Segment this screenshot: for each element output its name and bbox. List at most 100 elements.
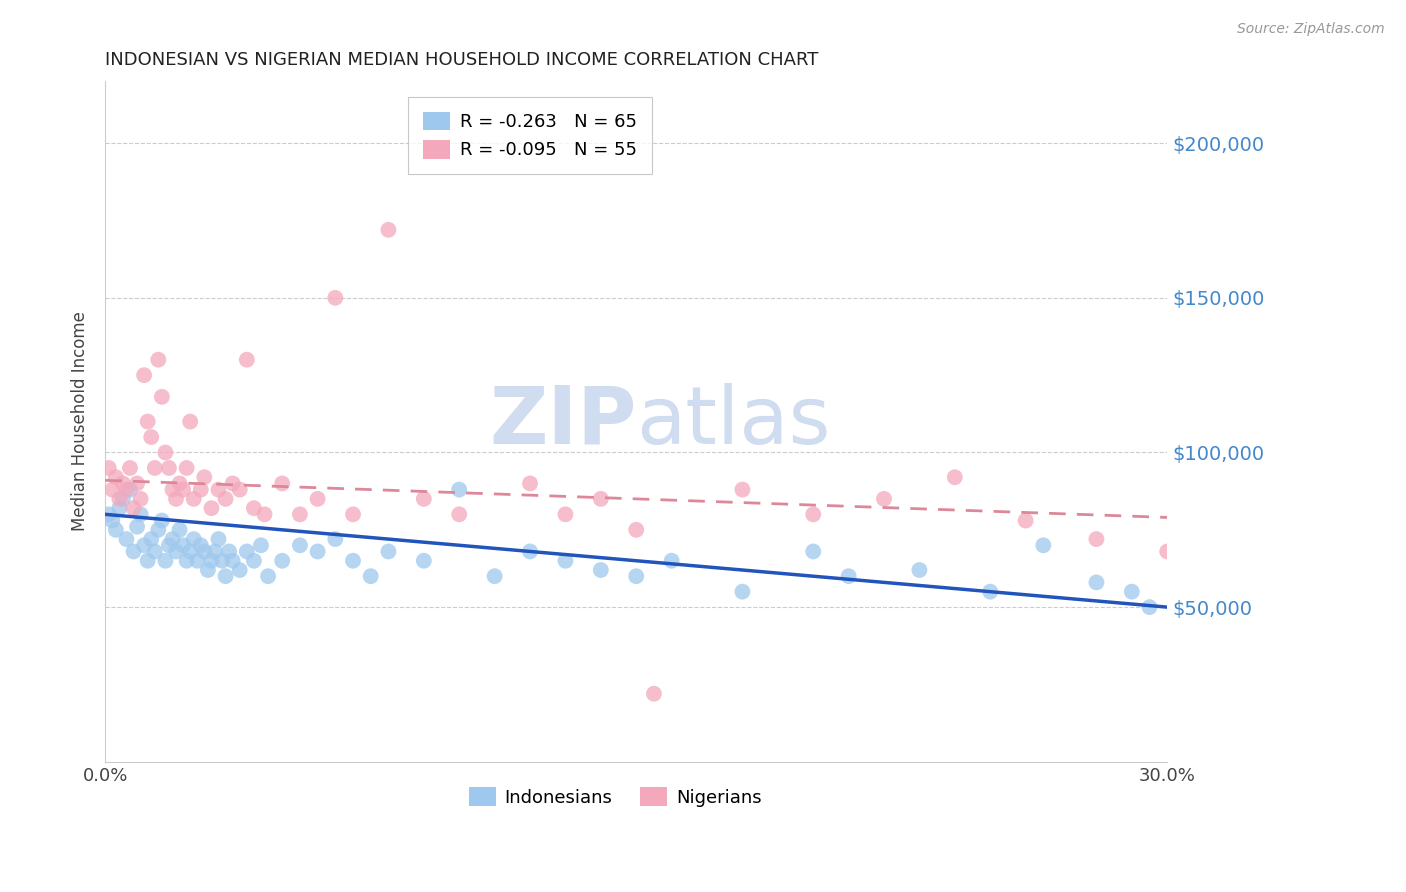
Point [122, 544, 145, 558]
Text: Source: ZipAtlas.com: Source: ZipAtlas.com [1237, 22, 1385, 37]
Point [323, 291, 346, 305]
Point [271, 554, 294, 568]
Point [186, 554, 208, 568]
Point [288, 538, 311, 552]
Point [211, 554, 233, 568]
Point [193, 544, 215, 558]
Point [169, 476, 191, 491]
Point [122, 501, 145, 516]
Point [253, 508, 276, 522]
Point [101, 514, 124, 528]
Point [104, 470, 127, 484]
Point [162, 483, 184, 497]
Point [190, 483, 212, 497]
Point [236, 352, 259, 367]
Point [204, 544, 226, 558]
Point [111, 476, 134, 491]
Point [207, 483, 229, 497]
Point [200, 554, 222, 568]
Point [129, 508, 152, 522]
Text: atlas: atlas [637, 383, 831, 460]
Point [221, 554, 243, 568]
Point [104, 523, 127, 537]
Point [129, 491, 152, 506]
Point [200, 501, 222, 516]
Point [554, 508, 576, 522]
Point [197, 563, 219, 577]
Point [115, 483, 138, 497]
Point [207, 532, 229, 546]
Point [97, 508, 120, 522]
Point [838, 569, 860, 583]
Point [193, 470, 215, 484]
Point [125, 476, 148, 491]
Point [190, 538, 212, 552]
Point [519, 476, 541, 491]
Point [519, 544, 541, 558]
Point [141, 532, 163, 546]
Point [342, 554, 364, 568]
Point [157, 538, 180, 552]
Point [908, 563, 931, 577]
Point [221, 476, 243, 491]
Point [1085, 575, 1108, 590]
Point [257, 569, 280, 583]
Point [250, 538, 273, 552]
Point [150, 514, 173, 528]
Point [554, 554, 576, 568]
Point [101, 483, 124, 497]
Point [377, 223, 399, 237]
Point [218, 544, 240, 558]
Point [589, 563, 612, 577]
Point [134, 368, 156, 383]
Point [360, 569, 382, 583]
Point [162, 532, 184, 546]
Point [148, 523, 170, 537]
Point [169, 523, 191, 537]
Point [943, 470, 966, 484]
Point [307, 544, 329, 558]
Point [307, 491, 329, 506]
Point [661, 554, 683, 568]
Point [243, 501, 266, 516]
Point [183, 532, 205, 546]
Point [214, 569, 236, 583]
Point [229, 563, 252, 577]
Point [288, 508, 311, 522]
Point [150, 390, 173, 404]
Point [143, 461, 166, 475]
Point [484, 569, 506, 583]
Point [179, 415, 201, 429]
Point [801, 508, 824, 522]
Text: INDONESIAN VS NIGERIAN MEDIAN HOUSEHOLD INCOME CORRELATION CHART: INDONESIAN VS NIGERIAN MEDIAN HOUSEHOLD … [105, 51, 818, 69]
Point [236, 544, 259, 558]
Point [143, 544, 166, 558]
Point [115, 532, 138, 546]
Point [155, 554, 177, 568]
Point [183, 491, 205, 506]
Point [626, 523, 648, 537]
Point [176, 554, 198, 568]
Point [243, 554, 266, 568]
Point [271, 476, 294, 491]
Point [157, 461, 180, 475]
Point [176, 461, 198, 475]
Point [1085, 532, 1108, 546]
Point [108, 501, 131, 516]
Point [118, 483, 141, 497]
Point [643, 687, 665, 701]
Point [731, 584, 754, 599]
Point [626, 569, 648, 583]
Point [118, 461, 141, 475]
Text: ZIP: ZIP [489, 383, 637, 460]
Point [172, 483, 194, 497]
Point [172, 538, 194, 552]
Point [412, 554, 434, 568]
Point [155, 445, 177, 459]
Point [134, 538, 156, 552]
Point [179, 544, 201, 558]
Point [125, 519, 148, 533]
Point [165, 544, 187, 558]
Point [229, 483, 252, 497]
Point [979, 584, 1001, 599]
